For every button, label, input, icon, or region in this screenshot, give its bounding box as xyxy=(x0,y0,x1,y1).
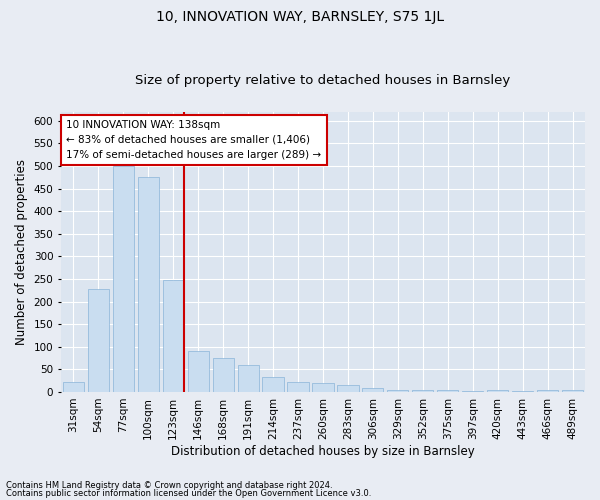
Bar xyxy=(137,178,159,392)
Y-axis label: Number of detached properties: Number of detached properties xyxy=(15,159,28,345)
Bar xyxy=(88,289,109,392)
Bar xyxy=(462,390,484,392)
Text: 10 INNOVATION WAY: 138sqm
← 83% of detached houses are smaller (1,406)
17% of se: 10 INNOVATION WAY: 138sqm ← 83% of detac… xyxy=(66,120,322,160)
Bar xyxy=(437,390,458,392)
Bar xyxy=(313,383,334,392)
Title: Size of property relative to detached houses in Barnsley: Size of property relative to detached ho… xyxy=(136,74,511,87)
Bar xyxy=(387,390,409,392)
Bar xyxy=(287,382,308,392)
Bar xyxy=(562,390,583,392)
Bar xyxy=(212,358,234,392)
Bar xyxy=(163,280,184,392)
Bar xyxy=(362,388,383,392)
Bar xyxy=(412,390,433,392)
Bar xyxy=(262,378,284,392)
Bar xyxy=(63,382,84,392)
Text: Contains public sector information licensed under the Open Government Licence v3: Contains public sector information licen… xyxy=(6,488,371,498)
Bar xyxy=(512,390,533,392)
Bar xyxy=(537,390,558,392)
Bar xyxy=(188,352,209,392)
X-axis label: Distribution of detached houses by size in Barnsley: Distribution of detached houses by size … xyxy=(171,444,475,458)
Bar xyxy=(238,365,259,392)
Bar xyxy=(487,390,508,392)
Text: Contains HM Land Registry data © Crown copyright and database right 2024.: Contains HM Land Registry data © Crown c… xyxy=(6,481,332,490)
Bar xyxy=(113,166,134,392)
Text: 10, INNOVATION WAY, BARNSLEY, S75 1JL: 10, INNOVATION WAY, BARNSLEY, S75 1JL xyxy=(156,10,444,24)
Bar xyxy=(337,384,359,392)
